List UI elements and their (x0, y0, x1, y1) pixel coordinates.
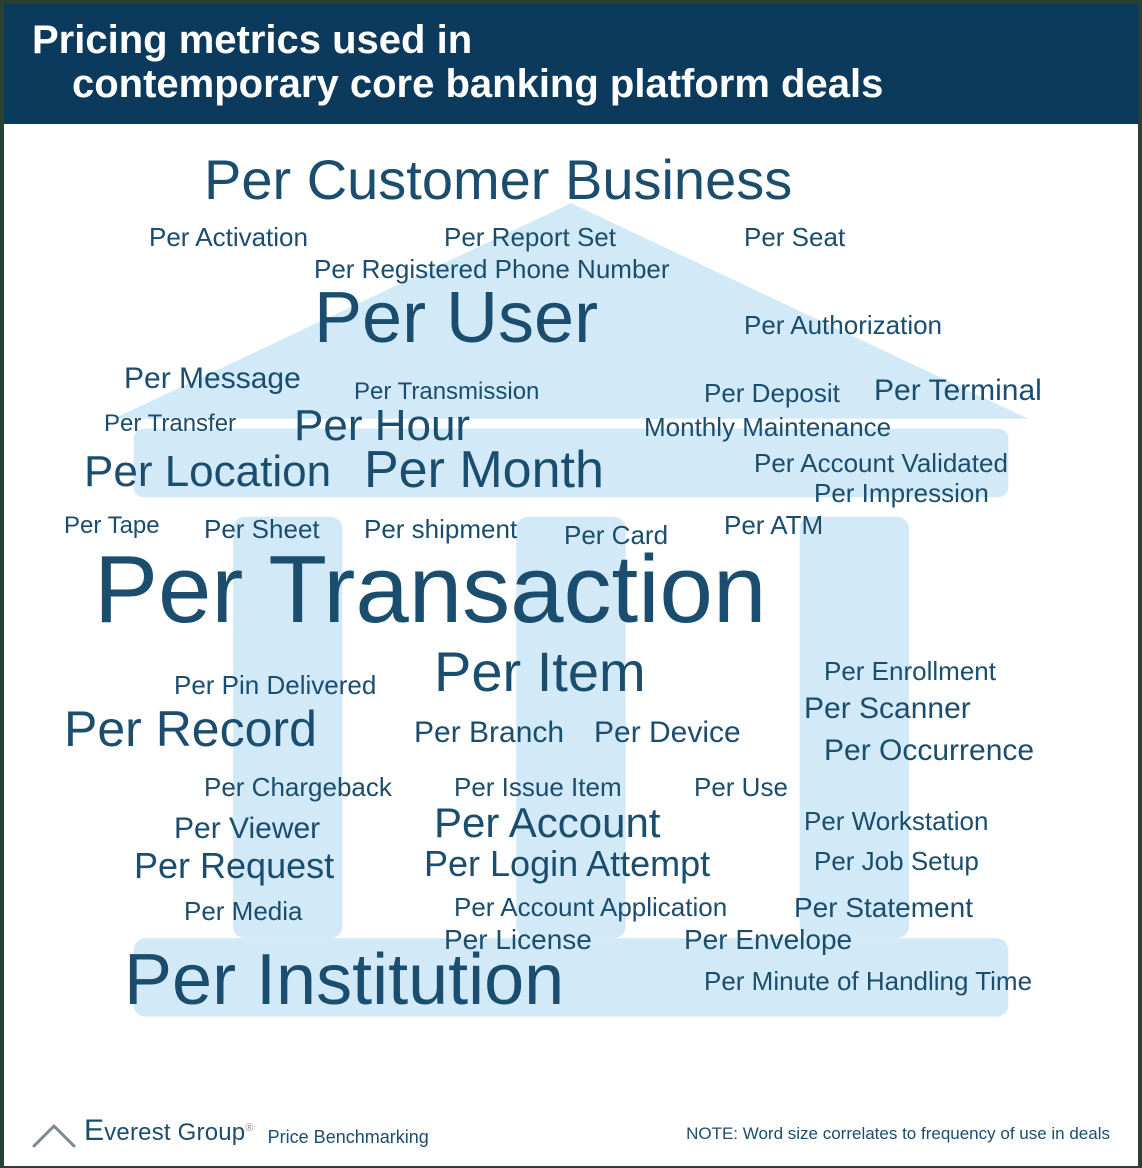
header-line-1: Pricing metrics used in (32, 18, 1110, 62)
footer-note: NOTE: Word size correlates to frequency … (686, 1124, 1110, 1144)
wordcloud-body: Per Customer Business Per Activation Per R… (4, 124, 1138, 1166)
word-34: Per Use (694, 774, 788, 800)
word-29: Per Branch (414, 718, 564, 748)
word-33: Per Issue Item (454, 774, 622, 800)
infographic-frame: Pricing metrics used in contemporary cor… (0, 0, 1142, 1168)
word-35: Per Viewer (174, 814, 320, 844)
word-45: Per Envelope (684, 926, 852, 954)
word-47: Per Minute of Handling Time (704, 968, 1032, 994)
word-32: Per Chargeback (204, 774, 392, 800)
word-18: Per Tape (64, 514, 160, 538)
word-9: Per Deposit (704, 380, 840, 406)
word-38: Per Request (134, 848, 334, 884)
word-11: Per Transfer (104, 412, 236, 436)
word-42: Per Account Application (454, 894, 727, 920)
brand-logo: Everest Group® Price Benchmarking (32, 1114, 429, 1148)
word-2: Per Report Set (444, 224, 616, 250)
header-line-2: contemporary core banking platform deals (32, 62, 1110, 106)
word-7: Per Message (124, 364, 301, 394)
word-40: Per Job Setup (814, 848, 979, 874)
word-17: Per Impression (814, 480, 989, 506)
word-36: Per Account (434, 802, 660, 844)
word-1: Per Activation (149, 224, 308, 250)
header-bar: Pricing metrics used in contemporary cor… (4, 4, 1138, 124)
word-3: Per Seat (744, 224, 845, 250)
word-0: Per Customer Business (204, 152, 792, 208)
word-31: Per Occurrence (824, 736, 1034, 766)
word-24: Per Pin Delivered (174, 672, 376, 698)
word-39: Per Login Attempt (424, 846, 710, 882)
word-16: Per Account Validated (754, 450, 1008, 476)
logo-suffix: Price Benchmarking (268, 1127, 429, 1148)
word-28: Per Record (64, 704, 317, 754)
logo-mark-icon (32, 1120, 76, 1148)
word-41: Per Media (184, 898, 303, 924)
word-25: Per Item (434, 644, 646, 700)
word-46: Per Institution (124, 944, 564, 1016)
word-13: Monthly Maintenance (644, 414, 891, 440)
word-37: Per Workstation (804, 808, 988, 834)
footer: Everest Group® Price Benchmarking NOTE: … (4, 1096, 1138, 1166)
word-5: Per User (314, 282, 598, 354)
word-15: Per Month (364, 444, 604, 496)
word-23: Per Transaction (94, 542, 766, 638)
word-26: Per Enrollment (824, 658, 996, 684)
logo-text: Everest Group® (84, 1114, 254, 1148)
word-6: Per Authorization (744, 312, 942, 338)
word-27: Per Scanner (804, 694, 971, 724)
word-30: Per Device (594, 718, 741, 748)
word-22: Per ATM (724, 512, 823, 538)
word-43: Per Statement (794, 894, 973, 922)
word-10: Per Terminal (874, 376, 1042, 406)
word-14: Per Location (84, 450, 331, 494)
